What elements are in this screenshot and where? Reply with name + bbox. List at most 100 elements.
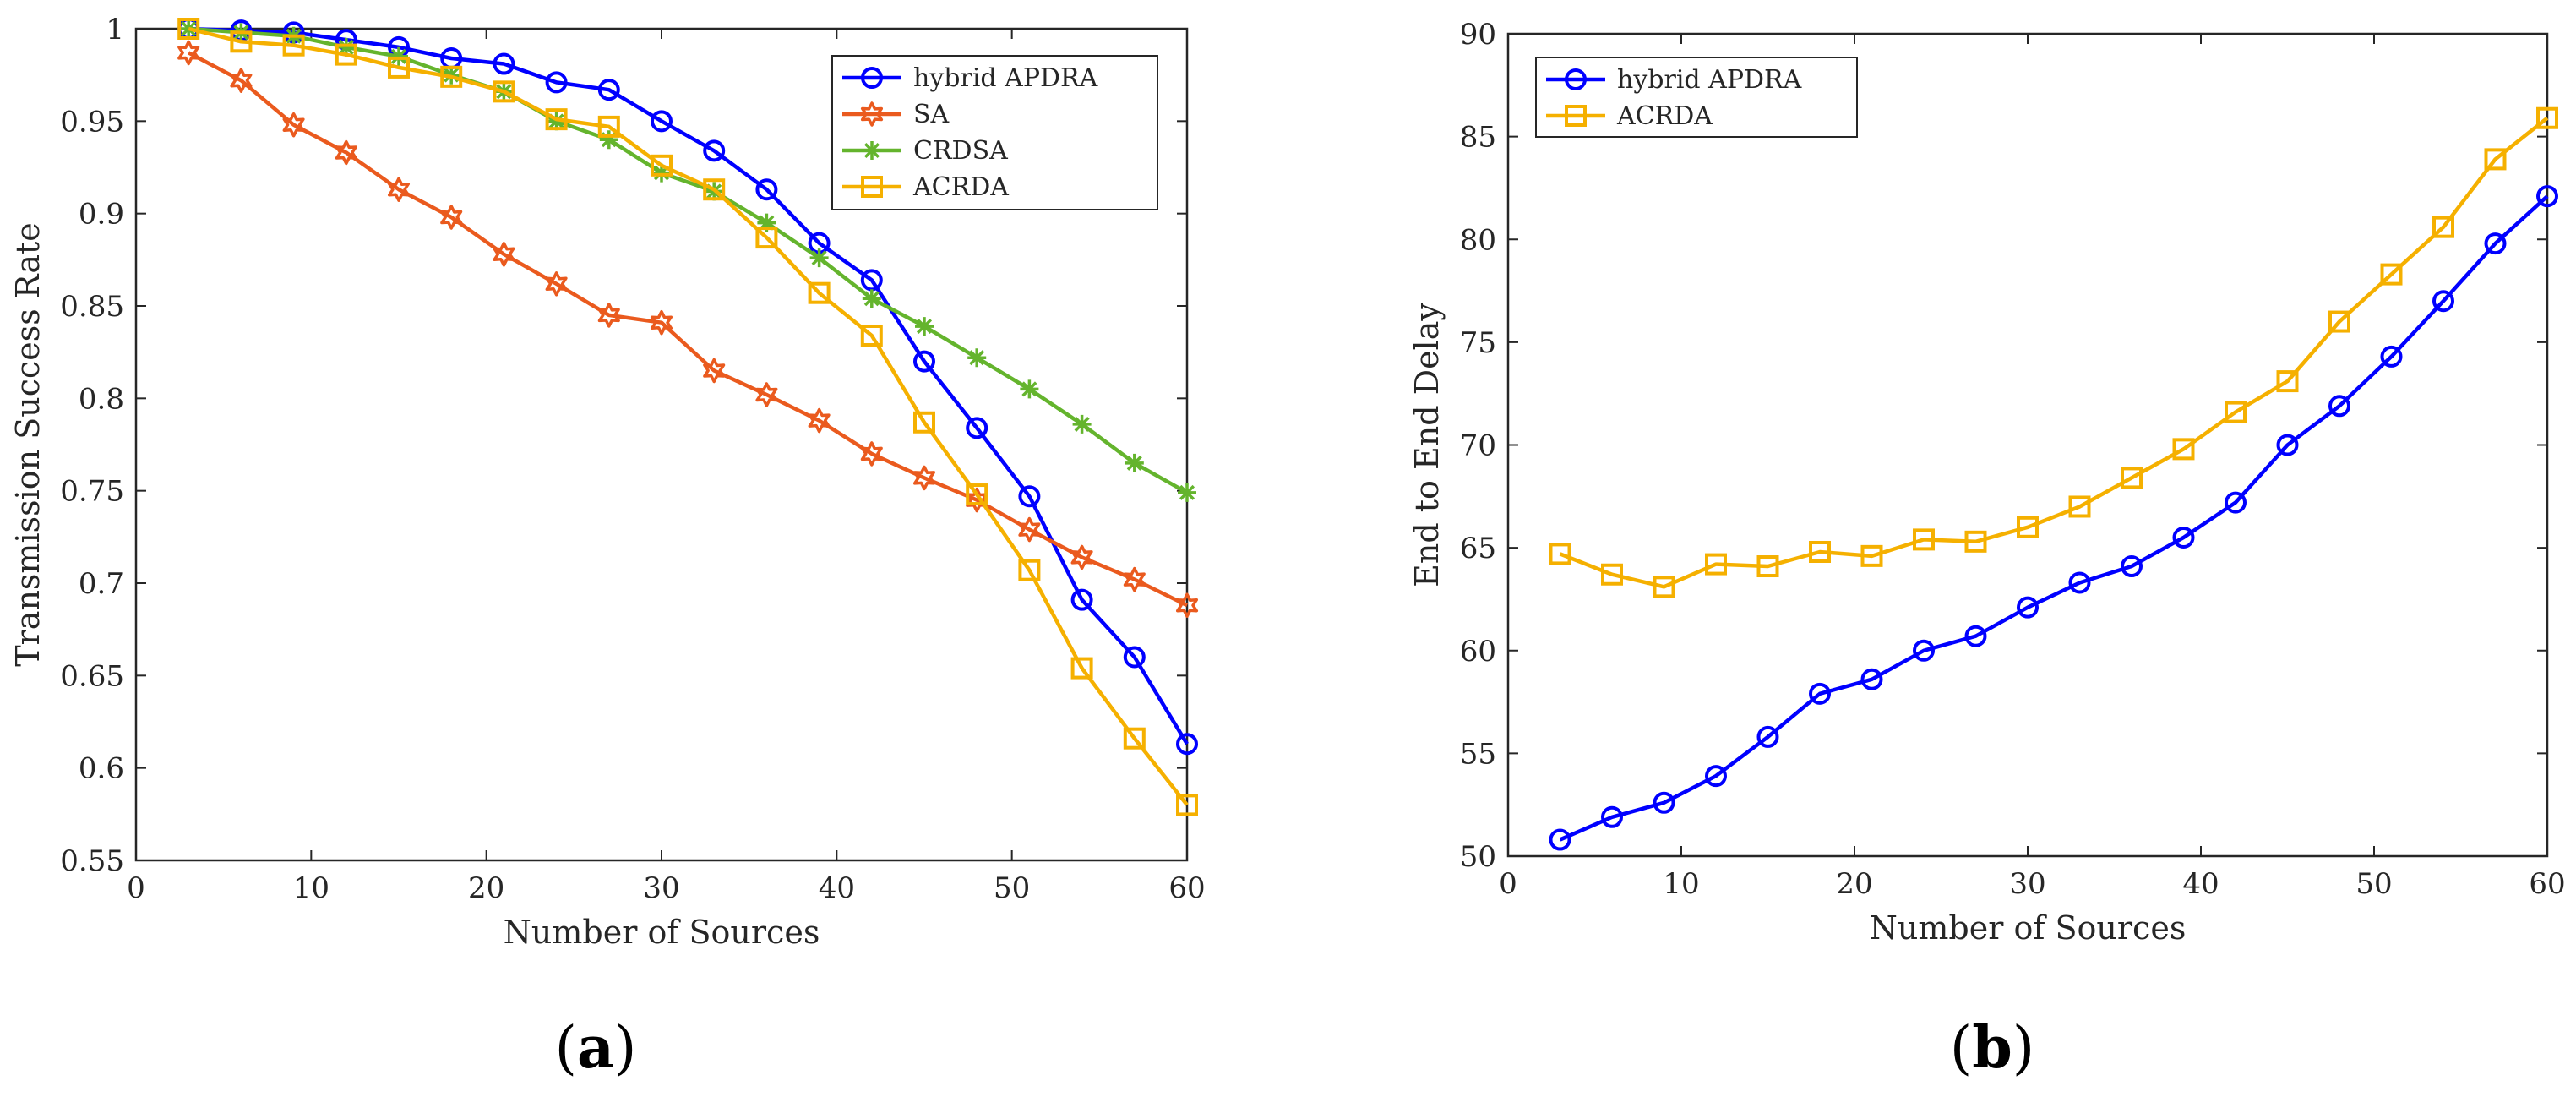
p0-data-point bbox=[808, 281, 831, 304]
p1-data-point bbox=[1756, 555, 1779, 578]
p0-legend-box bbox=[831, 55, 1158, 210]
p0-data-point bbox=[913, 411, 935, 434]
p1-data-point bbox=[1653, 576, 1675, 598]
p0-data-point bbox=[545, 271, 568, 297]
p1-data-point bbox=[2121, 555, 2143, 578]
p0-xtick-label: 50 bbox=[994, 871, 1030, 905]
p0-ytick-label: 0.85 bbox=[60, 290, 124, 324]
p0-legend-label: CRDSA bbox=[913, 136, 1008, 166]
p1-ytick-label: 80 bbox=[1460, 223, 1496, 257]
p0-data-point bbox=[1123, 566, 1146, 592]
p0-data-point bbox=[755, 178, 778, 201]
p1-data-point bbox=[2380, 345, 2403, 368]
p1-xtick-label: 20 bbox=[1836, 867, 1872, 901]
p0-ytick-label: 0.65 bbox=[60, 659, 124, 693]
p0-data-point bbox=[651, 154, 673, 177]
p1-xtick-label: 60 bbox=[2529, 867, 2565, 901]
p0-data-point bbox=[389, 46, 408, 66]
p0-data-point bbox=[755, 227, 778, 249]
p0-data-point bbox=[230, 68, 253, 93]
p0-data-point bbox=[966, 483, 988, 506]
p0-data-point bbox=[336, 37, 356, 57]
p0-data-point bbox=[388, 56, 410, 79]
p0-ytick-label: 0.7 bbox=[79, 567, 124, 601]
p1-legend-box bbox=[1535, 57, 1858, 138]
p1-data-point bbox=[2484, 232, 2507, 255]
p0-data-point bbox=[1018, 516, 1041, 543]
p1-data-point bbox=[2068, 495, 2091, 518]
p1-data-point bbox=[1860, 544, 1883, 567]
p0-data-point bbox=[335, 139, 357, 166]
p0-ytick-label: 0.75 bbox=[60, 475, 124, 509]
p0-data-point bbox=[808, 407, 831, 434]
p0-legend-marker bbox=[860, 101, 884, 127]
p1-data-point bbox=[2172, 526, 2195, 549]
p0-legend-label: ACRDA bbox=[912, 172, 1009, 202]
p0-data-point bbox=[493, 52, 515, 75]
p1-data-point bbox=[1705, 553, 1727, 576]
p1-ytick-label: 75 bbox=[1460, 326, 1496, 360]
p0-data-point bbox=[177, 18, 200, 40]
p0-data-point bbox=[387, 177, 411, 202]
p1-data-point bbox=[1601, 563, 1623, 586]
p1-xtick-label: 40 bbox=[2182, 867, 2219, 901]
p0-x-axis-title: Number of Sources bbox=[504, 914, 820, 951]
p0-legend-marker bbox=[863, 141, 881, 160]
p1-data-point bbox=[2225, 491, 2247, 514]
p0-data-point bbox=[1123, 727, 1146, 750]
p0-data-point bbox=[597, 79, 620, 101]
p0-ytick-label: 0.8 bbox=[79, 382, 124, 416]
p1-data-point bbox=[2068, 571, 2091, 594]
p0-data-point bbox=[809, 248, 829, 268]
p0-data-point bbox=[1018, 485, 1041, 508]
p1-xtick-label: 30 bbox=[2009, 867, 2045, 901]
p1-data-point bbox=[2432, 216, 2454, 238]
p0-data-point bbox=[755, 382, 778, 407]
p1-data-point bbox=[1756, 725, 1779, 748]
p0-legend: hybrid APDRA SA CRDSA ACRDA bbox=[831, 55, 1158, 210]
p1-data-point bbox=[2276, 434, 2299, 456]
p0-ytick-label: 0.55 bbox=[60, 844, 124, 878]
p0-xtick-label: 60 bbox=[1168, 871, 1205, 905]
p1-ytick-label: 85 bbox=[1460, 121, 1496, 155]
p1-data-point bbox=[2017, 516, 2039, 538]
p1-data-point bbox=[2017, 596, 2039, 619]
p1-data-point bbox=[2536, 106, 2558, 129]
p0-ytick-label: 0.9 bbox=[79, 198, 124, 232]
p0-data-point bbox=[652, 163, 671, 183]
p1-data-point bbox=[2172, 438, 2195, 461]
p1-data-point bbox=[1809, 682, 1831, 705]
chart-panel-a: 0 10 20 30 40 50 60 0.55 0.6 0.65 0.7 0.75 0.8 0.85 0.… bbox=[9, 13, 1206, 951]
p0-legend-item: ACRDA bbox=[842, 172, 1009, 202]
p1-ytick-label: 65 bbox=[1460, 532, 1496, 565]
p0-legend-label: hybrid APDRA bbox=[913, 63, 1098, 93]
p0-data-point bbox=[966, 417, 988, 439]
p1-data-point bbox=[1549, 828, 1571, 851]
p0-data-point bbox=[493, 80, 515, 103]
p1-data-point bbox=[2484, 148, 2507, 171]
p0-data-point bbox=[703, 139, 726, 162]
p0-data-point bbox=[651, 110, 673, 133]
p0-data-point bbox=[1176, 733, 1198, 756]
p1-data-point bbox=[2380, 263, 2403, 286]
panel-label-a: (a) bbox=[554, 1014, 636, 1082]
p0-data-point bbox=[440, 65, 463, 88]
p0-data-point bbox=[335, 43, 357, 66]
p1-data-point bbox=[1964, 530, 1987, 553]
p1-data-point bbox=[2536, 185, 2558, 208]
p1-legend-marker bbox=[1565, 105, 1587, 127]
p0-data-point bbox=[913, 350, 935, 373]
p1-data-point bbox=[2432, 290, 2454, 313]
p0-legend-item: CRDSA bbox=[842, 136, 1008, 166]
p0-data-point bbox=[1175, 592, 1199, 618]
p0-data-point bbox=[650, 309, 673, 336]
p0-data-point bbox=[493, 242, 515, 267]
p0-data-point bbox=[703, 178, 726, 201]
p0-data-point bbox=[282, 112, 305, 138]
p1-legend-item: hybrid APDRA bbox=[1546, 65, 1802, 95]
p1-legend-label: ACRDA bbox=[1616, 101, 1713, 131]
p1-ytick-label: 90 bbox=[1460, 18, 1496, 52]
p1-legend: hybrid APDRA ACRDA bbox=[1535, 57, 1858, 138]
p1-ytick-label: 70 bbox=[1460, 429, 1496, 463]
